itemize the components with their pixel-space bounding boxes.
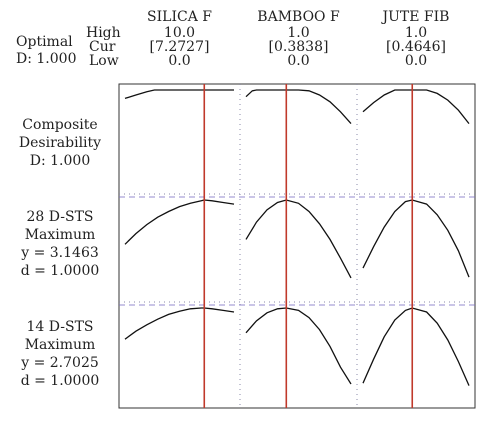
response-curve-1-bamboo-f: [245, 89, 352, 125]
row-14dsts-line3: y = 2.7025: [21, 355, 99, 371]
response-curve-1-jute-fib: [362, 89, 470, 125]
response-curve-1-silica-f: [124, 89, 234, 100]
row-14dsts-line2: Maximum: [24, 337, 96, 353]
factor-cur-jute: [0.4646]: [386, 39, 446, 55]
factor-high-silica: 10.0: [163, 25, 196, 41]
row-28dsts-line3: y = 3.1463: [21, 245, 99, 261]
optimal-label: Optimal: [16, 34, 73, 50]
response-curve-2-jute-fib: [362, 199, 470, 278]
factor-high-jute: 1.0: [404, 25, 428, 41]
factor-cur-bamboo: [0.3838]: [268, 39, 329, 55]
factor-high-bamboo: 1.0: [287, 25, 310, 41]
response-curve-3-jute-fib: [362, 307, 470, 386]
factor-low-bamboo: 0.0: [287, 53, 310, 69]
row-composite-line2: Desirability: [18, 135, 102, 151]
factor-low-jute: 0.0: [404, 53, 428, 69]
factor-name-bamboo: BAMBOO F: [257, 9, 340, 25]
row-label-cur: Cur: [89, 39, 116, 55]
row-label-low: Low: [89, 53, 119, 69]
row-28dsts-line4: d = 1.0000: [20, 263, 100, 279]
response-curve-3-silica-f: [124, 307, 235, 340]
row-14dsts-line1: 14 D-STS: [26, 319, 94, 335]
factor-low-silica: 0.0: [168, 53, 191, 69]
plot-frame: [118, 83, 476, 409]
row-composite-line1: Composite: [22, 117, 98, 133]
factor-cur-silica: [7.2727]: [149, 39, 210, 55]
response-curve-2-silica-f: [124, 199, 235, 245]
row-28dsts-line1: 28 D-STS: [26, 209, 94, 225]
row-28dsts-line2: Maximum: [24, 227, 96, 243]
row-composite-line3: D: 1.000: [29, 153, 91, 169]
row-label-high: High: [86, 25, 121, 41]
factor-name-jute: JUTE FIB: [382, 9, 450, 25]
optimal-d-value: D: 1.000: [16, 51, 77, 67]
response-curve-2-bamboo-f: [245, 199, 352, 279]
response-curve-3-bamboo-f: [245, 307, 352, 385]
factor-name-silica: SILICA F: [147, 9, 212, 25]
row-14dsts-line4: d = 1.0000: [20, 373, 100, 389]
